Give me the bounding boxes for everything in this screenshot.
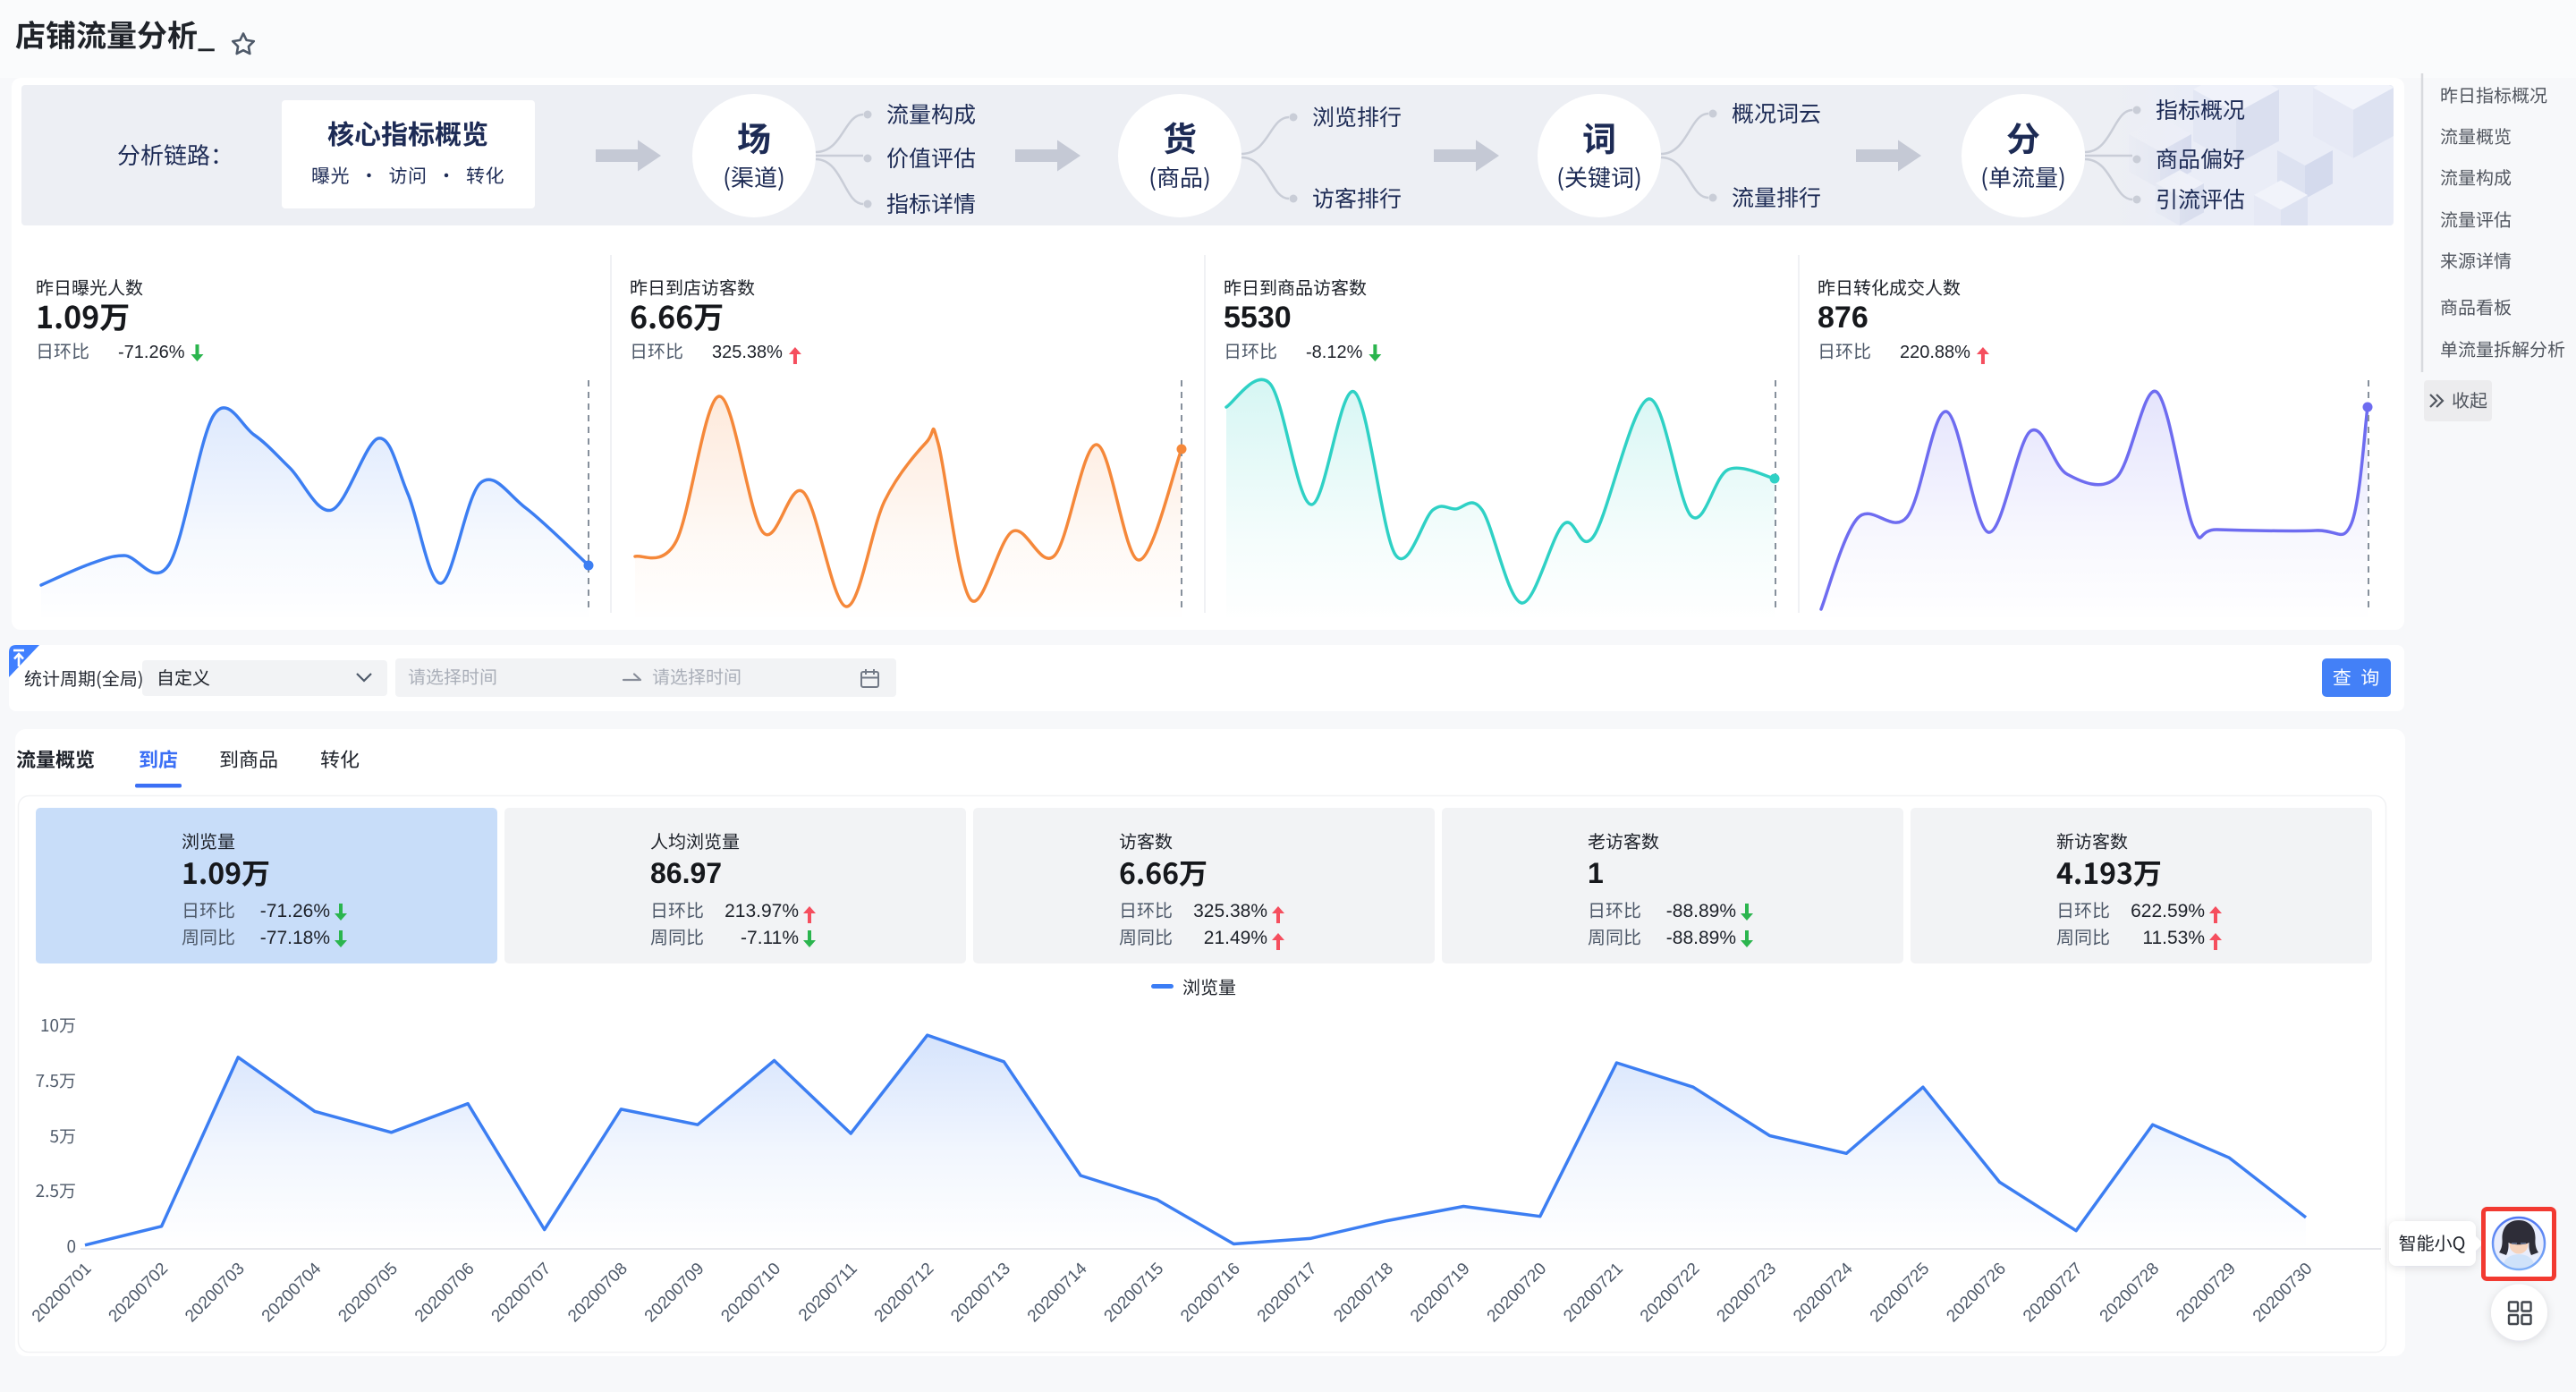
svg-text:876: 876 — [1818, 301, 1868, 335]
svg-text:5530: 5530 — [1224, 301, 1292, 335]
svg-text:-71.26%: -71.26% — [118, 343, 185, 362]
svg-text:-77.18%: -77.18% — [260, 928, 330, 948]
svg-text:1: 1 — [1588, 857, 1604, 889]
svg-text:213.97%: 213.97% — [724, 901, 799, 921]
svg-text:622.59%: 622.59% — [2131, 901, 2205, 921]
svg-text:-88.89%: -88.89% — [1666, 901, 1736, 921]
svg-text:21.49%: 21.49% — [1204, 928, 1267, 948]
svg-text:11.53%: 11.53% — [2142, 928, 2205, 948]
svg-text:-8.12%: -8.12% — [1306, 343, 1363, 362]
svg-text:86.97: 86.97 — [650, 857, 722, 889]
svg-text:220.88%: 220.88% — [1900, 343, 1970, 362]
svg-text:-71.26%: -71.26% — [260, 901, 330, 921]
svg-text:-7.11%: -7.11% — [741, 928, 799, 948]
svg-text:-88.89%: -88.89% — [1666, 928, 1736, 948]
svg-text:325.38%: 325.38% — [712, 343, 783, 362]
svg-text:325.38%: 325.38% — [1193, 901, 1267, 921]
